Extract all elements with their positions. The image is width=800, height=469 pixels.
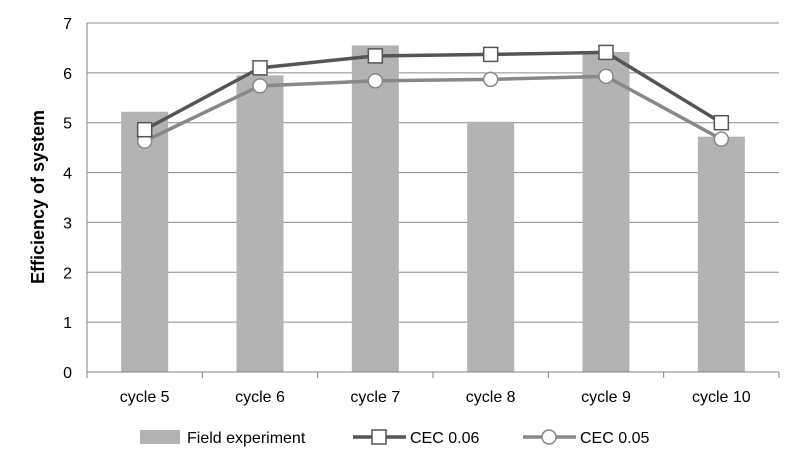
y-axis-tick-labels: 0 1 2 3 4 5 6 7 <box>63 16 72 382</box>
point-cec-0-06 <box>252 60 268 76</box>
point-cec-0-06 <box>482 46 499 63</box>
line-series <box>136 44 730 149</box>
bar-field-experiment <box>467 121 515 373</box>
y-tick-label: 3 <box>63 215 72 232</box>
legend-label-cec-0-05: CEC 0.05 <box>580 430 649 447</box>
point-cec-0-06 <box>713 114 730 131</box>
bar-field-experiment <box>697 136 745 372</box>
x-tick-label: cycle 10 <box>692 389 751 406</box>
x-tick-label: cycle 6 <box>235 389 285 406</box>
bar-series-field-experiment <box>121 45 745 373</box>
x-tick-label: cycle 5 <box>120 389 170 406</box>
y-axis-title: Efficiency of system <box>28 110 48 284</box>
y-tick-label: 1 <box>63 315 72 332</box>
bar-field-experiment <box>582 51 630 372</box>
bar-field-experiment <box>351 45 399 372</box>
point-cec-0-06 <box>367 48 384 64</box>
x-tick-label: cycle 7 <box>350 389 400 406</box>
bar-field-experiment <box>236 75 284 372</box>
x-axis-ticks <box>86 372 780 378</box>
x-tick-label: cycle 8 <box>466 389 516 406</box>
legend-swatch-field-experiment <box>140 430 180 444</box>
legend-label-field-experiment: Field experiment <box>187 430 306 447</box>
point-cec-0-05 <box>482 71 499 88</box>
point-cec-0-05 <box>598 68 614 85</box>
point-cec-0-05 <box>367 73 384 89</box>
y-tick-label: 7 <box>63 16 72 33</box>
line-cec-0-05 <box>143 74 723 143</box>
y-tick-label: 4 <box>63 166 72 183</box>
legend-label-cec-0-06: CEC 0.06 <box>410 430 479 447</box>
y-tick-label: 6 <box>63 66 72 83</box>
y-tick-label: 2 <box>63 265 72 282</box>
y-tick-label: 0 <box>63 365 72 382</box>
y-tick-label: 5 <box>63 116 72 133</box>
legend: Field experiment CEC 0.06 CEC 0.05 <box>140 429 649 447</box>
gridlines <box>87 22 779 323</box>
point-cec-0-06 <box>136 121 153 138</box>
x-axis-tick-labels: cycle 5 cycle 6 cycle 7 cycle 8 cycle 9 cycle… <box>120 389 751 406</box>
bar-field-experiment <box>121 111 169 372</box>
legend-marker-cec-0-05 <box>541 429 557 445</box>
legend-marker-cec-0-06 <box>371 429 387 445</box>
point-cec-0-06 <box>598 44 614 61</box>
point-cec-0-05 <box>252 78 268 94</box>
line-cec-0-06 <box>143 50 723 132</box>
x-tick-label: cycle 9 <box>581 389 631 406</box>
point-cec-0-05 <box>713 131 730 147</box>
